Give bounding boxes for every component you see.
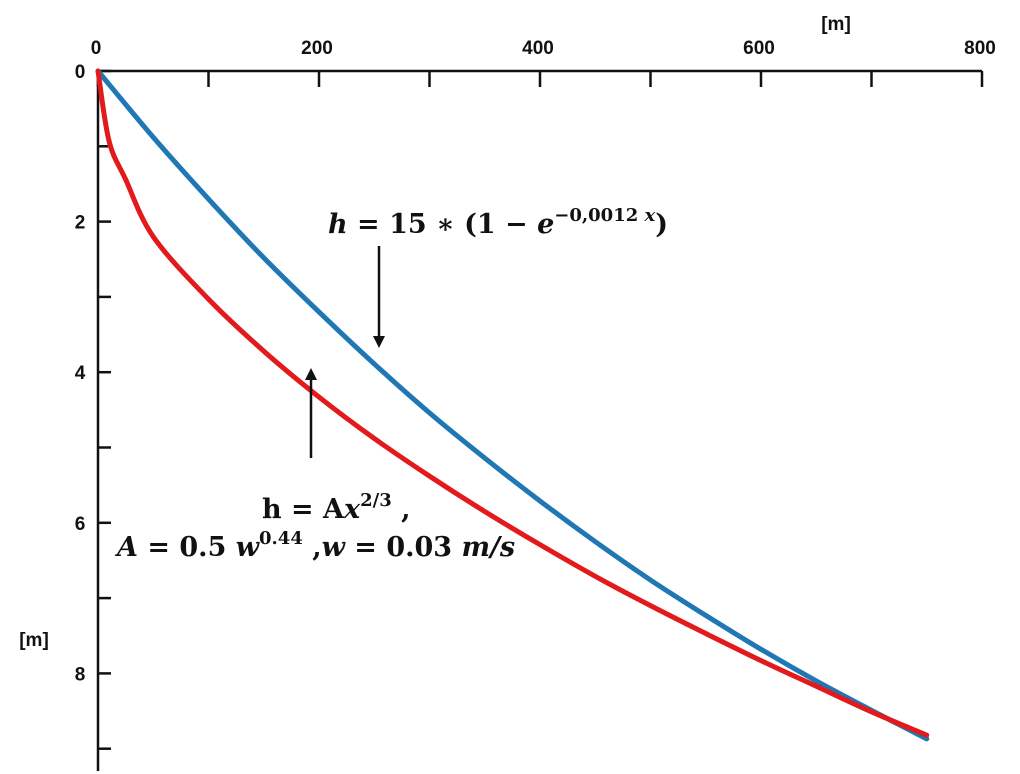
y-tick-label: 8 (75, 664, 86, 685)
y-axis-unit: [m] (19, 630, 49, 651)
formula-power-line-1: h = Ax2/3 , (262, 490, 411, 525)
formula-power-line-2: A = 0.5 w0.44 ,w = 0.03 m/s (114, 528, 515, 563)
x-tick-label: 400 (522, 38, 554, 59)
curve-exponential (95, 68, 930, 742)
y-axis-ticks: 0 2 4 6 8 (75, 62, 111, 750)
formula-exponential: h = 15 ∗ (1 − e−0,0012 x) (328, 205, 668, 240)
y-tick-label: 0 (75, 62, 86, 83)
curves (95, 68, 930, 742)
arrow-up (305, 368, 317, 458)
x-tick-label: 800 (964, 38, 996, 59)
x-axis-ticks: 0 200 400 600 800 (91, 38, 996, 87)
curve-power (95, 68, 930, 738)
x-axis-unit: [m] (821, 14, 851, 35)
y-tick-label: 6 (75, 514, 86, 535)
x-tick-label: 0 (91, 38, 102, 59)
x-tick-label: 200 (301, 38, 333, 59)
arrow-down (373, 246, 385, 348)
arrows (305, 246, 385, 458)
axes (96, 69, 982, 771)
y-tick-label: 2 (75, 213, 86, 234)
x-tick-label: 600 (743, 38, 775, 59)
y-tick-label: 4 (75, 363, 86, 384)
